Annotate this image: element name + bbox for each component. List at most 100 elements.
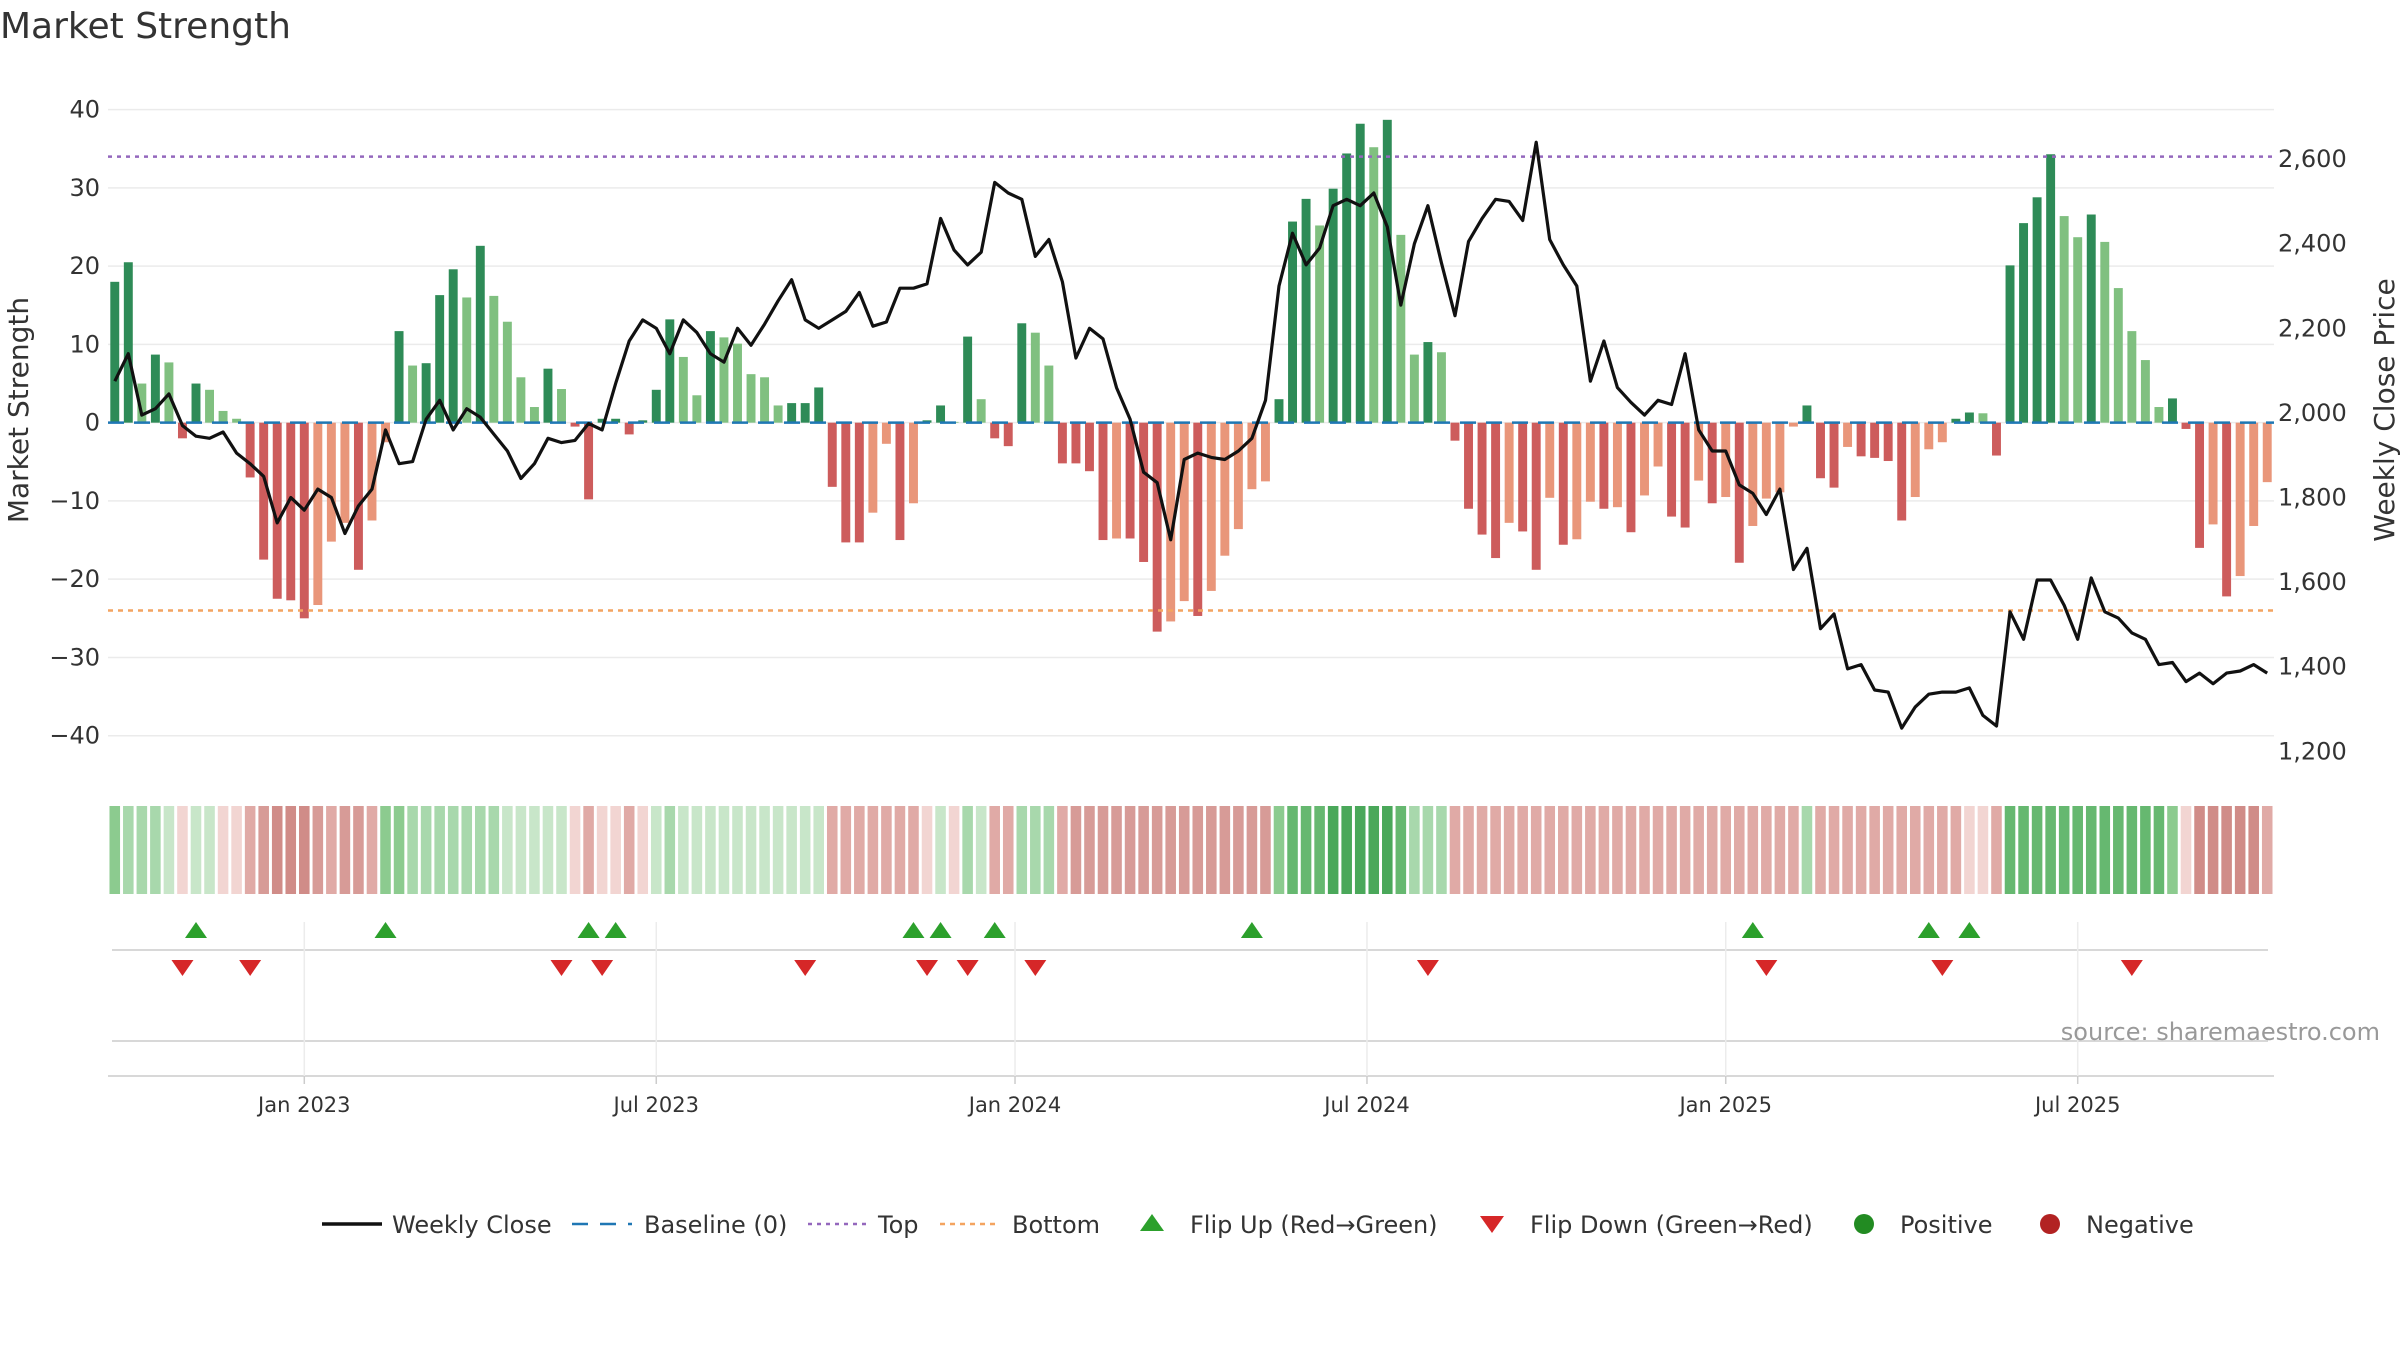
regime-cell (109, 806, 121, 894)
regime-cell (2153, 806, 2165, 894)
regime-cell (610, 806, 621, 894)
strength-bar (1572, 422, 1582, 540)
strength-bar (1951, 418, 1961, 423)
flip-down-marker (2120, 960, 2143, 976)
strength-bar (1870, 422, 1880, 458)
regime-cell (1138, 806, 1149, 894)
strength-bar (245, 422, 255, 478)
strength-bar (2222, 422, 2232, 597)
regime-cell (475, 806, 486, 894)
regime-cell (285, 806, 297, 894)
strength-bar (827, 422, 837, 487)
regime-cell (2234, 806, 2246, 894)
strength-bar (137, 383, 147, 423)
strength-bar (2086, 214, 2096, 423)
regime-cell (1192, 806, 1204, 894)
regime-cell (1503, 806, 1515, 894)
strength-bar (990, 422, 1000, 439)
regime-cell (826, 806, 838, 894)
regime-cell (908, 806, 919, 894)
regime-cell (1815, 806, 1826, 894)
strength-bars (110, 119, 2272, 632)
legend-label: Negative (2086, 1211, 2194, 1239)
regime-cell (1002, 806, 1014, 894)
strength-bar (421, 363, 431, 423)
legend-label: Baseline (0) (644, 1211, 787, 1239)
flip-down-marker (1931, 960, 1954, 976)
strength-bar (2059, 216, 2069, 423)
regime-cell (244, 806, 256, 894)
regime-cell (393, 806, 405, 894)
strength-bar (1288, 221, 1297, 423)
flip-down-marker (239, 960, 262, 976)
strength-bar (1396, 234, 1406, 423)
regime-cell (786, 806, 797, 894)
strength-bar (1640, 422, 1649, 496)
strength-bar (272, 422, 282, 599)
strength-bar (2046, 154, 2056, 423)
strength-bar (543, 368, 553, 423)
regime-cell (1382, 806, 1393, 894)
regime-cell (1124, 806, 1136, 894)
regime-cell (1788, 806, 1799, 894)
strength-bar (1612, 422, 1622, 508)
legend-swatch (1480, 1216, 1504, 1233)
regime-cell (1747, 806, 1759, 894)
regime-cell (217, 806, 229, 894)
reference-lines (108, 155, 2274, 612)
flip-down-marker (916, 960, 939, 976)
regime-cell (312, 806, 324, 894)
regime-cell (1368, 806, 1380, 894)
regime-cell (1950, 806, 1962, 894)
strength-bar (1166, 422, 1176, 622)
regime-cell (1409, 806, 1420, 894)
strength-bar (1518, 422, 1528, 532)
regime-cell (150, 806, 161, 894)
flip-up-marker (1958, 922, 1981, 938)
flip-down-marker (1416, 960, 1439, 976)
regime-cell (2058, 806, 2070, 894)
strength-bar (1464, 422, 1473, 509)
flip-down-marker (1024, 960, 1047, 976)
regime-cell (813, 806, 824, 894)
strength-bar (448, 269, 458, 423)
strength-bar (1369, 147, 1379, 423)
strength-bar (719, 337, 729, 423)
left-axis-title: Market Strength (2, 297, 35, 523)
strength-bar (1491, 422, 1501, 559)
legend-label: Top (877, 1211, 919, 1239)
left-tick-label: 30 (69, 174, 100, 202)
strength-bar (2100, 241, 2110, 423)
strength-bar (1707, 422, 1717, 504)
regime-cell (380, 806, 391, 894)
regime-cell (948, 806, 960, 894)
strength-bar (1802, 405, 1812, 423)
strength-bar (1816, 422, 1825, 479)
strength-bar (1626, 422, 1636, 533)
strength-bar (895, 422, 905, 541)
strength-bar (1220, 422, 1230, 556)
strength-bar (1694, 422, 1704, 481)
strength-bar (1775, 422, 1785, 493)
strength-bar (1558, 422, 1568, 545)
strength-bar (651, 389, 661, 423)
x-tick-label: Jul 2025 (2033, 1093, 2120, 1117)
regime-cell (637, 806, 649, 894)
flip-down-marker (794, 960, 817, 976)
strength-bar (475, 245, 485, 423)
legend-label: Flip Up (Red→Green) (1190, 1211, 1438, 1239)
strength-bar (516, 377, 526, 423)
regime-cell (502, 806, 513, 894)
x-tick-label: Jul 2024 (1322, 1093, 1409, 1117)
strength-bar (340, 422, 350, 523)
regime-cell (1964, 806, 1975, 894)
flip-up-marker (604, 922, 627, 938)
legend-swatch (1140, 1214, 1164, 1231)
strength-bar (1721, 422, 1731, 498)
regime-cell (1937, 806, 1948, 894)
strength-bar (1680, 422, 1690, 528)
strength-bar (1788, 422, 1798, 427)
regime-cell (163, 806, 175, 894)
strength-bar (299, 422, 309, 619)
x-tick-label: Jul 2023 (612, 1093, 699, 1117)
